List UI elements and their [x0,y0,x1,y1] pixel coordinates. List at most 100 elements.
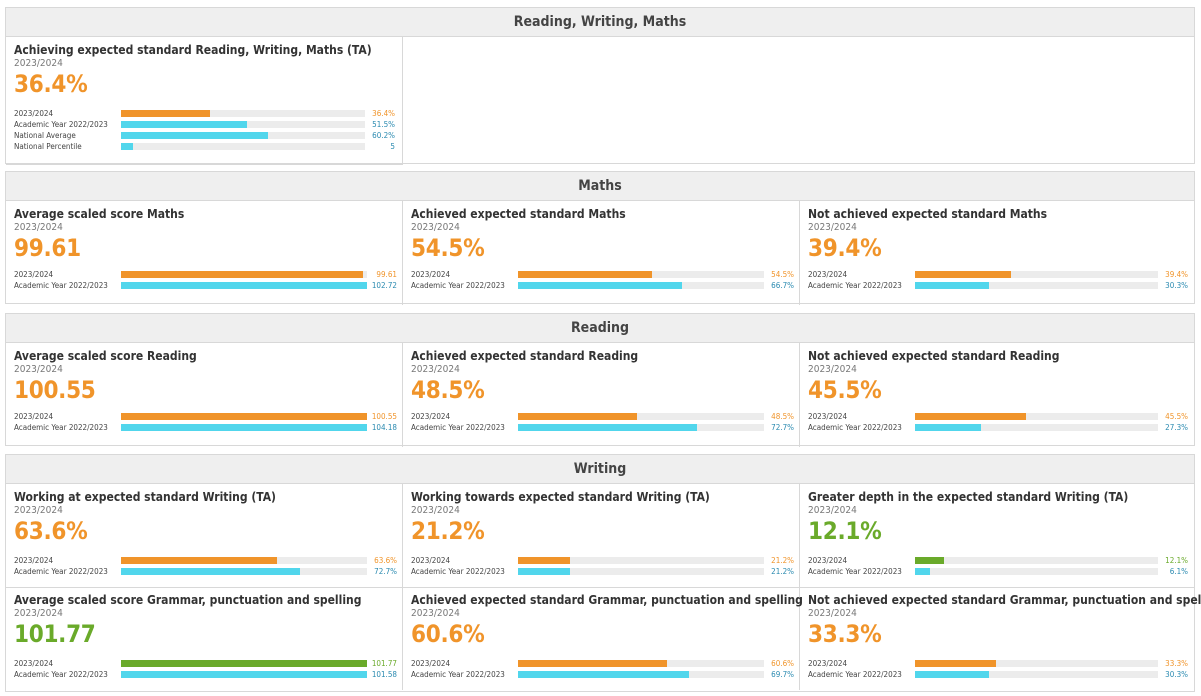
bar-label: Academic Year 2022/2023 [411,281,505,290]
comparison-bars: 2023/2024 100.55 Academic Year 2022/2023 10… [14,411,397,433]
bar-fill [915,671,989,678]
card-title: Average scaled score Maths [14,207,185,221]
bar-label: Academic Year 2022/2023 [411,423,505,432]
bar-row: 2023/2024 33.3% [808,658,1188,669]
card-title: Not achieved expected standard Maths [808,207,1048,221]
metric-card[interactable]: Average scaled score Grammar, punctuatio… [6,587,403,690]
metric-card[interactable]: Achieved expected standard Grammar, punc… [403,587,803,690]
card-value: 60.6% [411,620,485,648]
bar-fill [121,282,367,289]
bar-value: 39.4% [1165,270,1188,279]
bar-track [518,282,764,289]
bar-value: 30.3% [1165,281,1188,290]
bar-label: 2023/2024 [14,412,54,421]
card-title: Achieved expected standard Grammar, punc… [411,593,803,607]
bar-value: 60.2% [372,131,395,140]
metric-card[interactable]: Achieving expected standard Reading, Wri… [6,37,403,165]
section-title: Reading [6,314,1194,343]
bar-track [121,282,367,289]
bar-track [915,282,1158,289]
bar-fill [121,660,367,667]
bar-row: Academic Year 2022/2023 66.7% [411,280,794,291]
bar-value: 101.77 [371,659,397,668]
bar-label: 2023/2024 [808,412,848,421]
bar-label: 2023/2024 [14,659,54,668]
bar-label: 2023/2024 [411,556,451,565]
card-title: Average scaled score Grammar, punctuatio… [14,593,362,607]
bar-label: 2023/2024 [14,556,54,565]
bar-label: Academic Year 2022/2023 [14,423,108,432]
section-reading-writing-maths: Reading, Writing, Maths Achieving expecte… [5,7,1195,165]
bar-track [518,568,764,575]
comparison-bars: 2023/2024 36.4% Academic Year 2022/2023 51.… [14,108,395,152]
bar-fill [121,413,367,420]
card-title: Achieved expected standard Reading [411,349,639,363]
comparison-bars: 2023/2024 60.6% Academic Year 2022/2023 69.… [411,658,794,680]
comparison-bars: 2023/2024 12.1% Academic Year 2022/2023 6.1… [808,555,1188,577]
bar-value: 6.1% [1169,567,1188,576]
card-title: Greater depth in the expected standard W… [808,490,1129,504]
bar-fill [518,282,683,289]
bar-track [121,271,367,278]
bar-track [518,671,764,678]
bar-label: 2023/2024 [808,270,848,279]
bar-track [915,557,1158,564]
comparison-bars: 2023/2024 21.2% Academic Year 2022/2023 21.… [411,555,794,577]
metric-card[interactable]: Average scaled score Maths 2023/2024 99.61… [6,201,403,305]
metric-card[interactable]: Working towards expected standard Writin… [403,484,800,587]
bar-fill [121,671,367,678]
card-period: 2023/2024 [808,608,857,619]
bar-row: Academic Year 2022/2023 30.3% [808,280,1188,291]
section-title: Reading, Writing, Maths [6,8,1194,37]
bar-fill [518,271,653,278]
bar-track [121,132,365,139]
metric-card[interactable]: Working at expected standard Writing (TA… [6,484,403,587]
bar-track [518,660,764,667]
bar-row: 2023/2024 48.5% [411,411,794,422]
row-divider [6,587,1194,588]
bar-track [121,121,365,128]
comparison-bars: 2023/2024 39.4% Academic Year 2022/2023 30.… [808,269,1188,291]
section-reading: Reading Average scaled score Reading 2023/… [5,313,1195,447]
metric-card[interactable]: Not achieved expected standard Reading 20… [800,343,1194,447]
bar-row: Academic Year 2022/2023 6.1% [808,566,1188,577]
card-period: 2023/2024 [808,222,857,233]
comparison-bars: 2023/2024 63.6% Academic Year 2022/2023 72.… [14,555,397,577]
bar-value: 51.5% [372,120,395,129]
bar-row: Academic Year 2022/2023 102.72 [14,280,397,291]
bar-value: 27.3% [1165,423,1188,432]
bar-fill [915,271,1011,278]
metric-card[interactable]: Average scaled score Reading 2023/2024 100… [6,343,403,447]
bar-value: 102.72 [371,281,397,290]
card-title: Working towards expected standard Writin… [411,490,710,504]
bar-row: 2023/2024 60.6% [411,658,794,669]
bar-fill [915,413,1026,420]
card-value: 100.55 [14,376,96,404]
metric-card[interactable]: Greater depth in the expected standard W… [800,484,1194,587]
bar-fill [518,568,571,575]
bar-row: Academic Year 2022/2023 27.3% [808,422,1188,433]
bar-value: 60.6% [771,659,794,668]
bar-value: 100.55 [371,412,397,421]
bar-fill [915,557,945,564]
comparison-bars: 2023/2024 45.5% Academic Year 2022/2023 27.… [808,411,1188,433]
card-value: 99.61 [14,234,81,262]
bar-label: 2023/2024 [411,412,451,421]
bar-fill [915,282,989,289]
bar-track [915,413,1158,420]
bar-row: 2023/2024 21.2% [411,555,794,566]
bar-track [121,110,365,117]
metric-card[interactable]: Not achieved expected standard Grammar, … [800,587,1201,690]
section-title: Writing [6,455,1194,484]
card-value: 54.5% [411,234,485,262]
bar-label: Academic Year 2022/2023 [808,423,902,432]
card-value: 12.1% [808,517,882,545]
bar-fill [518,424,697,431]
metric-card[interactable]: Achieved expected standard Reading 2023/2… [403,343,800,447]
bar-value: 72.7% [771,423,794,432]
comparison-bars: 2023/2024 48.5% Academic Year 2022/2023 72.… [411,411,794,433]
metric-card[interactable]: Not achieved expected standard Maths 2023… [800,201,1194,305]
metric-card[interactable]: Achieved expected standard Maths 2023/202… [403,201,800,305]
comparison-bars: 2023/2024 101.77 Academic Year 2022/2023 10… [14,658,397,680]
bar-track [518,424,764,431]
